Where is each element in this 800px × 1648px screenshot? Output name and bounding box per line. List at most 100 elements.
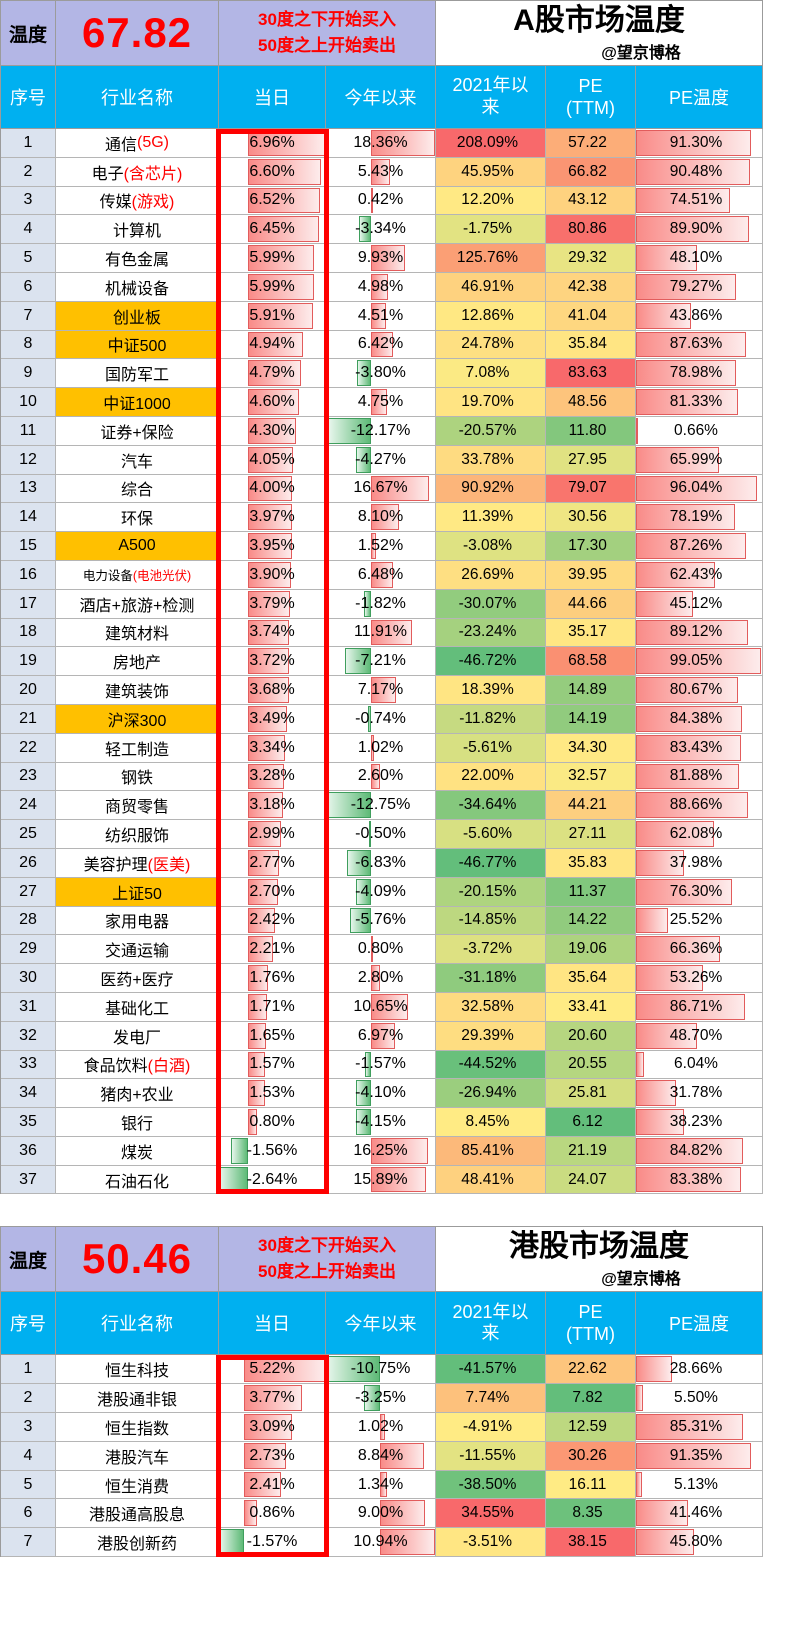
cell-value: 9.93% (357, 249, 404, 267)
today-cell: 3.34% (219, 733, 326, 763)
row-index: 2 (1, 1384, 56, 1414)
data-bar (248, 446, 293, 473)
row-index: 37 (1, 1165, 56, 1195)
data-bar (248, 504, 292, 531)
today-cell: 2.21% (219, 935, 326, 965)
today-cell: 1.76% (219, 964, 326, 993)
cell-value: 25.52% (669, 911, 723, 929)
data-bar (243, 1442, 287, 1469)
data-bar (636, 763, 740, 790)
since-2021-cell: 12.86% (436, 301, 546, 331)
table-rows: 1 通信 (5G) 6.96% 18.36% 208.09% 57.22 91.30% 2 电子(… (1, 129, 763, 1195)
data-bar (636, 821, 715, 847)
temperature-band: 温度 50.46 30度之下开始买入 50度之上开始卖出 港股市场温度 @望京博… (1, 1227, 763, 1293)
data-bar (370, 561, 394, 588)
since-2021-cell: -11.55% (436, 1441, 546, 1471)
cell-value: 1.76% (249, 969, 295, 986)
industry-name: 电子 (91, 165, 124, 183)
cell-value: 2.21% (249, 940, 295, 958)
data-bar (636, 1051, 644, 1078)
row-index: 20 (1, 676, 56, 705)
pe-cell: 17.30 (546, 532, 636, 561)
table-row: 18 建筑材料 3.74% 11.91% -23.24% 35.17 89.12% (1, 618, 763, 648)
today-cell: 5.22% (219, 1355, 326, 1385)
ytd-cell: -0.74% (326, 704, 436, 734)
industry-name-cell: 猪肉+农业 (56, 1079, 219, 1109)
data-bar (636, 1414, 744, 1440)
cell-value: 76.30% (669, 882, 723, 900)
industry-name-cell: 传媒 (游戏) (56, 186, 219, 216)
industry-name: 港股通高股息 (88, 1507, 185, 1525)
industry-name: 创业板 (112, 309, 161, 327)
data-bar (358, 216, 371, 243)
industry-name-cell: 综合 (56, 474, 219, 504)
pe-temp-cell: 76.30% (636, 877, 763, 907)
table-row: 3 恒生指数 3.09% 1.02% -4.91% 12.59 85.31% (1, 1413, 763, 1442)
ytd-cell: 1.34% (326, 1470, 436, 1500)
pe-cell: 35.83 (546, 848, 636, 878)
industry-name: 上证50 (112, 885, 162, 903)
industry-name: 纺织服饰 (104, 828, 169, 846)
table-row: 5 恒生消费 2.41% 1.34% -38.50% 16.11 5.13% (1, 1470, 763, 1500)
pe-temp-cell: 66.36% (636, 935, 763, 965)
cell-value: 10.65% (353, 997, 408, 1015)
pe-cell: 20.60 (546, 1021, 636, 1051)
today-cell: 2.42% (219, 906, 326, 936)
cell-value: 43.86% (669, 306, 723, 324)
cell-value: 37.98% (669, 853, 723, 871)
cell-value: 5.91% (249, 306, 295, 324)
ytd-cell: 2.80% (326, 964, 436, 993)
table-row: 28 家用电器 2.42% -5.76% -14.85% 14.22 25.52% (1, 906, 763, 936)
row-index: 17 (1, 589, 56, 619)
hk-market-table: 温度 50.46 30度之下开始买入 50度之上开始卖出 港股市场温度 @望京博… (0, 1226, 763, 1558)
cell-value: 15.89% (353, 1170, 408, 1188)
pe-temp-cell: 74.51% (636, 186, 763, 216)
since-2021-cell: 34.55% (436, 1499, 546, 1529)
row-index: 28 (1, 906, 56, 936)
cell-value: -1.82% (355, 594, 406, 612)
data-bar (380, 1529, 435, 1556)
a-share-market-table: 温度 67.82 30度之下开始买入 50度之上开始卖出 A股市场温度 @望京博… (0, 0, 763, 1195)
cell-value: -4.09% (355, 882, 406, 900)
cell-value: -12.75% (350, 796, 411, 814)
cell-value: 1.52% (357, 537, 404, 555)
cell-value: 4.98% (357, 277, 404, 295)
row-index: 22 (1, 733, 56, 763)
col-header-industry: 行业名称 (56, 1292, 219, 1356)
cell-value: 81.88% (669, 767, 723, 785)
pe-cell: 14.89 (546, 676, 636, 705)
col-header-pe: PE (TTM) (546, 1292, 636, 1356)
ytd-cell: -4.27% (326, 445, 436, 475)
data-bar (248, 792, 284, 819)
data-bar (248, 187, 321, 214)
ytd-cell: 11.91% (326, 618, 436, 648)
cell-value: 74.51% (669, 191, 723, 209)
cell-value: 2.99% (249, 825, 295, 843)
data-bar (636, 158, 750, 185)
cell-value: 48.10% (669, 249, 723, 267)
ytd-cell: 4.75% (326, 388, 436, 417)
table-row: 9 国防军工 4.79% -3.80% 7.08% 83.63 78.98% (1, 359, 763, 389)
data-bar (636, 1500, 689, 1527)
col-header-since-2021: 2021年以来 (436, 66, 546, 129)
table-row: 27 上证50 2.70% -4.09% -20.15% 11.37 76.30% (1, 877, 763, 907)
data-bar (636, 245, 697, 271)
today-cell: -1.56% (219, 1136, 326, 1166)
cell-value: 90.48% (669, 162, 723, 180)
industry-name-cell: 港股通非银 (56, 1384, 219, 1414)
table-row: 2 港股通非银 3.77% -3.25% 7.74% 7.82 5.50% (1, 1384, 763, 1414)
industry-name-cell: 沪深300 (56, 704, 219, 734)
since-2021-cell: -4.91% (436, 1413, 546, 1442)
data-bar (345, 648, 371, 675)
industry-name: 计算机 (112, 223, 161, 241)
pe-temp-cell: 62.08% (636, 820, 763, 849)
pe-cell: 57.22 (546, 129, 636, 158)
cell-value: 3.72% (249, 652, 295, 670)
pe-cell: 12.59 (546, 1413, 636, 1442)
industry-name-cell: 上证50 (56, 877, 219, 907)
pe-cell: 29.32 (546, 244, 636, 273)
today-cell: 2.99% (219, 820, 326, 849)
pe-temp-cell: 88.66% (636, 791, 763, 821)
cell-value: 3.49% (249, 709, 295, 727)
data-bar (636, 302, 692, 329)
